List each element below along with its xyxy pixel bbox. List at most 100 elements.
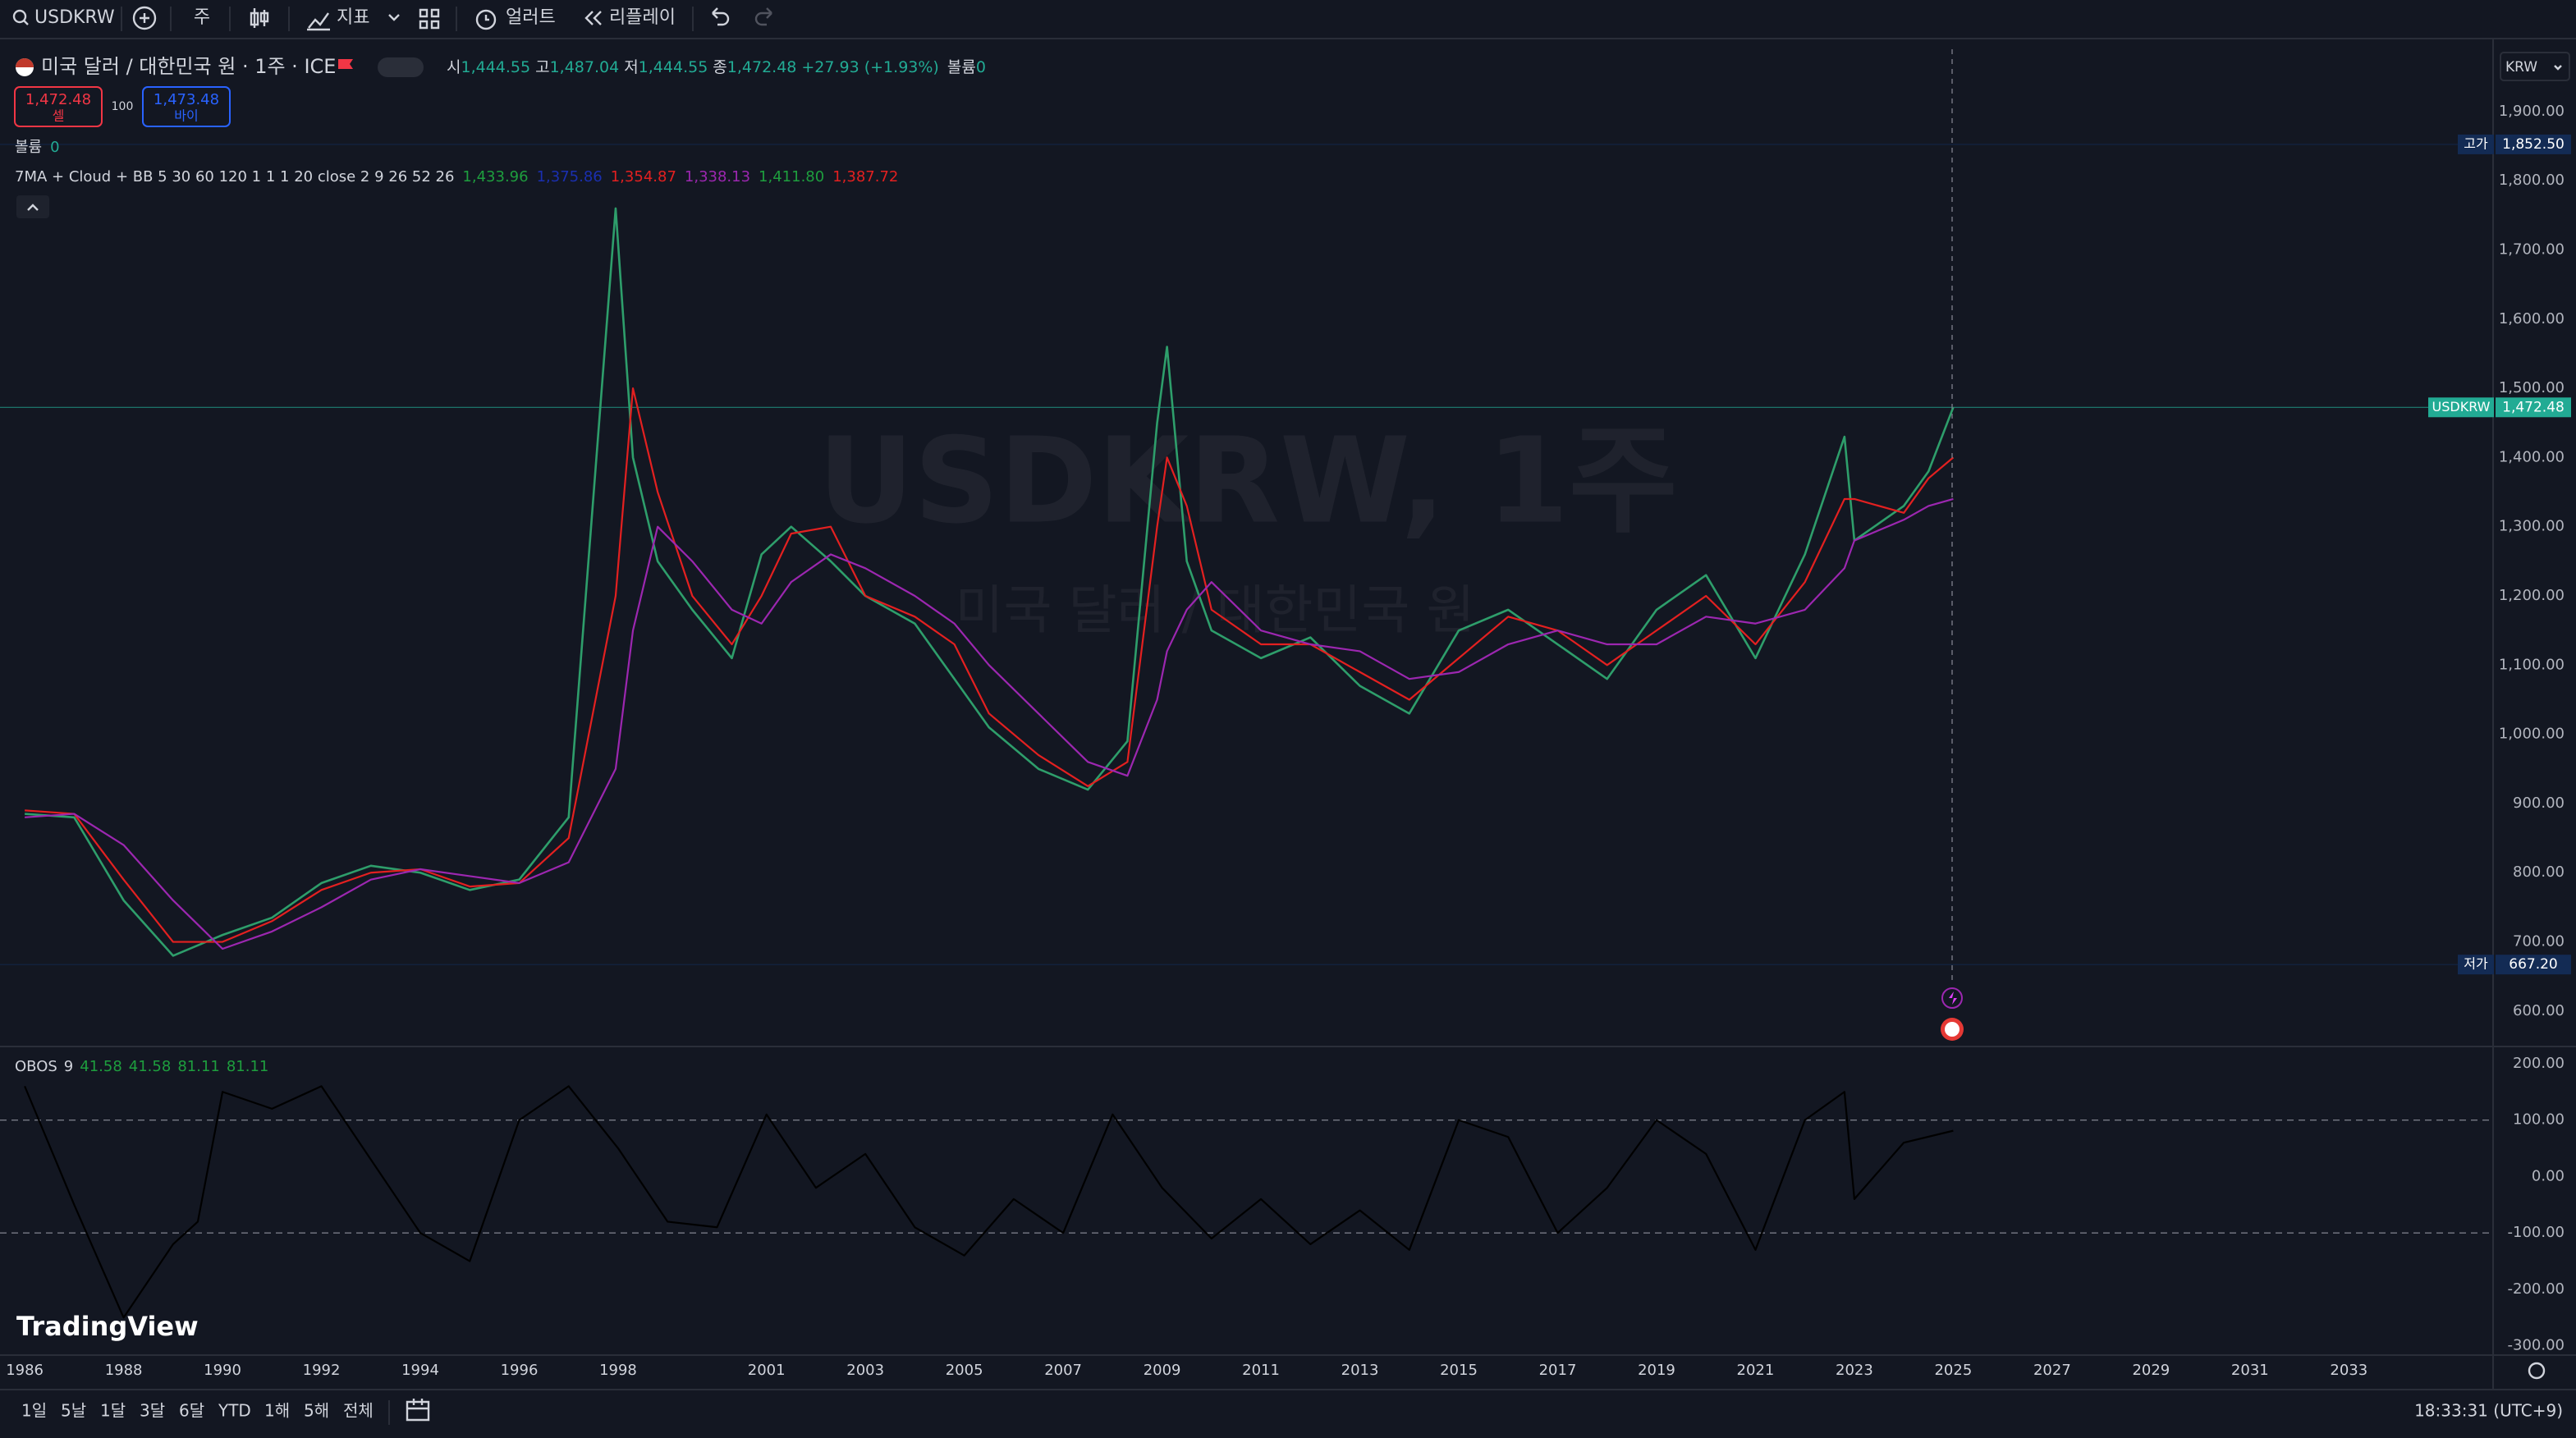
- toggle-pill[interactable]: [378, 57, 424, 77]
- timeframe-button[interactable]: 6달: [179, 1401, 204, 1421]
- x-tick-label: 1994: [401, 1362, 439, 1379]
- timeframe-button[interactable]: 5해: [304, 1401, 329, 1421]
- y-tick-label: 1,600.00: [2499, 310, 2565, 327]
- ma-value: 1,433.96: [462, 168, 528, 185]
- x-tick-label: 2015: [1440, 1362, 1478, 1379]
- toolbar-bg: [0, 0, 2576, 38]
- ma-legend: 7MA + Cloud + BB 5 30 60 120 1 1 1 20 cl…: [15, 168, 898, 185]
- buy-price[interactable]: 1,473.48: [154, 91, 219, 108]
- timeframe-button[interactable]: 1일: [21, 1401, 47, 1421]
- obos-length: 9: [64, 1058, 73, 1075]
- y-tick-label: 1,200.00: [2499, 587, 2565, 604]
- obos-value: 41.58: [80, 1058, 122, 1075]
- settings-button[interactable]: [2528, 1362, 2546, 1380]
- interval-button[interactable]: 주: [194, 7, 210, 28]
- y-tick-label: 0.00: [2532, 1167, 2565, 1184]
- buy-button[interactable]: [142, 86, 231, 127]
- y-tick-label: 1,900.00: [2499, 103, 2565, 120]
- price-marker-value: 667.20: [2509, 956, 2557, 973]
- search-icon[interactable]: [23, 20, 29, 25]
- replay-icon[interactable]: [584, 11, 602, 25]
- close-label: 종: [713, 58, 727, 76]
- x-tick-label: 1996: [501, 1362, 539, 1379]
- volume-label: 볼륨: [15, 139, 42, 156]
- timeframe-button[interactable]: 5날: [61, 1401, 86, 1421]
- ma-value: 1,338.13: [685, 168, 750, 185]
- sell-button[interactable]: [14, 86, 103, 127]
- toolbar: USDKRW 주 지표 얼러트 리플레이: [0, 0, 2576, 39]
- x-tick-label: 2007: [1044, 1362, 1082, 1379]
- market-flag: [338, 59, 353, 76]
- time-axis: 1986 1988 1990 1992 1994 1996 1998 2001 2003 2005…: [6, 1362, 2367, 1379]
- timeframe-button[interactable]: YTD: [218, 1401, 251, 1421]
- collapse-icon: [27, 204, 39, 211]
- legend: 미국 달러 / 대한민국 원 · 1주 · ICE 시1,444.55 고1,48…: [14, 55, 986, 1075]
- price-marker-value: 1,472.48: [2502, 399, 2565, 415]
- y-tick-label: -300.00: [2508, 1337, 2565, 1354]
- alert-icon[interactable]: [475, 9, 497, 30]
- y-tick-label: 200.00: [2513, 1055, 2565, 1072]
- layout-button[interactable]: [419, 8, 440, 30]
- watermark-symbol: USDKRW, 1주: [818, 412, 1677, 550]
- ma-value: 1,375.86: [537, 168, 603, 185]
- price-marker-label-bg: [2458, 134, 2494, 154]
- x-tick-label: 2009: [1144, 1362, 1181, 1379]
- obos-value: 81.11: [177, 1058, 220, 1075]
- compare-button[interactable]: [132, 6, 157, 30]
- sell-price[interactable]: 1,472.48: [25, 91, 91, 108]
- chart-type-button[interactable]: [250, 8, 269, 28]
- date-range-button[interactable]: [406, 1399, 430, 1422]
- timeframe-button[interactable]: 1해: [264, 1401, 290, 1421]
- y-tick-label: 1,800.00: [2499, 172, 2565, 189]
- high-value: 1,487.04: [550, 58, 620, 76]
- dropdown-chevron[interactable]: [388, 14, 400, 21]
- compare-icon: [140, 13, 149, 23]
- symbol-search[interactable]: USDKRW: [34, 7, 115, 28]
- indicators-icon[interactable]: [307, 12, 330, 31]
- y-tick-label: 700.00: [2513, 933, 2565, 950]
- y-tick-label: 900.00: [2513, 795, 2565, 812]
- y-tick-label: 1,000.00: [2499, 726, 2565, 743]
- y-tick-label: 1,500.00: [2499, 379, 2565, 396]
- legend-title: 미국 달러 / 대한민국 원 · 1주 · ICE: [41, 55, 336, 78]
- x-tick-label: 2013: [1341, 1362, 1379, 1379]
- x-tick-label: 2021: [1737, 1362, 1775, 1379]
- x-tick-label: 1988: [105, 1362, 143, 1379]
- timeframe-button[interactable]: 3달: [140, 1401, 165, 1421]
- clock: 18:33:31 (UTC+9): [2414, 1401, 2563, 1421]
- timeframe-button[interactable]: 1달: [100, 1401, 126, 1421]
- x-tick-label: 1990: [204, 1362, 241, 1379]
- collapse-button[interactable]: [16, 195, 49, 218]
- close-value: 1,472.48: [727, 58, 797, 76]
- price-marker-label: 저가: [2464, 956, 2488, 972]
- currency-label[interactable]: KRW: [2505, 59, 2537, 76]
- price-marker-value-bg: [2496, 397, 2571, 418]
- timeframe-button[interactable]: 전체: [343, 1401, 374, 1421]
- y-tick-label: -100.00: [2508, 1224, 2565, 1241]
- redo-button[interactable]: [754, 7, 772, 26]
- obos-value: 41.58: [129, 1058, 172, 1075]
- undo-button[interactable]: [712, 7, 730, 26]
- replay-button[interactable]: 리플레이: [609, 7, 676, 28]
- buy-label[interactable]: 바이: [174, 108, 198, 124]
- price-marker-value-bg: [2496, 134, 2571, 154]
- volume-value: 0: [50, 139, 59, 156]
- indicators-button[interactable]: 지표: [337, 7, 369, 28]
- price-line: [25, 387, 1955, 943]
- price-marker-label: 고가: [2464, 135, 2488, 151]
- x-tick-label: 2003: [846, 1362, 884, 1379]
- bottom-bar: 18:33:31 (UTC+9) 1일 5날 1달 3달 6달 YTD 1해 5해 전체: [21, 1399, 2563, 1425]
- branding[interactable]: TradingView: [16, 1311, 199, 1342]
- search-icon[interactable]: [12, 9, 27, 24]
- y-tick-label: 1,400.00: [2499, 448, 2565, 465]
- price-marker-label: USDKRW: [2432, 399, 2491, 414]
- alert-button[interactable]: 얼러트: [506, 7, 556, 28]
- y-tick-label: 600.00: [2513, 1002, 2565, 1019]
- ma-value: 1,354.87: [611, 168, 676, 185]
- x-tick-label: 1986: [6, 1362, 44, 1379]
- currency-dropdown[interactable]: [2500, 52, 2570, 81]
- low-value: 1,444.55: [639, 58, 708, 76]
- x-tick-label: 2001: [748, 1362, 786, 1379]
- sell-label[interactable]: 셀: [53, 108, 65, 124]
